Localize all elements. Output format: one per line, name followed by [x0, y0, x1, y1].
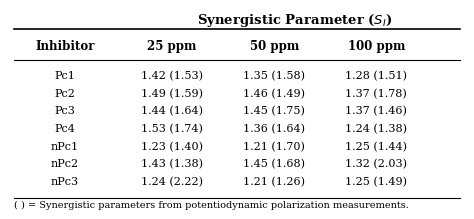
Text: 50 ppm: 50 ppm — [249, 40, 299, 53]
Text: Pc4: Pc4 — [55, 124, 75, 134]
Text: 1.44 (1.64): 1.44 (1.64) — [141, 106, 203, 117]
Text: Synergistic Parameter ($S_I$): Synergistic Parameter ($S_I$) — [197, 12, 393, 29]
Text: Pc1: Pc1 — [55, 71, 75, 81]
Text: Inhibitor: Inhibitor — [36, 40, 95, 53]
Text: 1.37 (1.78): 1.37 (1.78) — [346, 89, 407, 99]
Text: 1.24 (2.22): 1.24 (2.22) — [141, 177, 203, 187]
Text: 100 ppm: 100 ppm — [347, 40, 405, 53]
Text: Pc3: Pc3 — [55, 106, 75, 117]
Text: nPc2: nPc2 — [51, 159, 79, 169]
Text: 1.21 (1.70): 1.21 (1.70) — [243, 141, 305, 152]
Text: 1.32 (2.03): 1.32 (2.03) — [346, 159, 407, 169]
Text: 1.46 (1.49): 1.46 (1.49) — [243, 89, 305, 99]
Text: 1.45 (1.68): 1.45 (1.68) — [243, 159, 305, 169]
Text: 1.37 (1.46): 1.37 (1.46) — [346, 106, 407, 117]
Text: 1.43 (1.38): 1.43 (1.38) — [141, 159, 203, 169]
Text: 25 ppm: 25 ppm — [147, 40, 197, 53]
Text: 1.42 (1.53): 1.42 (1.53) — [141, 71, 203, 81]
Text: 1.23 (1.40): 1.23 (1.40) — [141, 141, 203, 152]
Text: 1.53 (1.74): 1.53 (1.74) — [141, 124, 203, 134]
Text: ( ) = Synergistic parameters from potentiodynamic polarization measurements.: ( ) = Synergistic parameters from potent… — [14, 201, 409, 210]
Text: 1.25 (1.44): 1.25 (1.44) — [346, 141, 407, 152]
Text: 1.28 (1.51): 1.28 (1.51) — [346, 71, 407, 81]
Text: 1.21 (1.26): 1.21 (1.26) — [243, 177, 305, 187]
Text: 1.45 (1.75): 1.45 (1.75) — [243, 106, 305, 117]
Text: nPc1: nPc1 — [51, 142, 79, 152]
Text: 1.24 (1.38): 1.24 (1.38) — [346, 124, 407, 134]
Text: 1.35 (1.58): 1.35 (1.58) — [243, 71, 305, 81]
Text: Pc2: Pc2 — [55, 89, 75, 99]
Text: 1.49 (1.59): 1.49 (1.59) — [141, 89, 203, 99]
Text: nPc3: nPc3 — [51, 177, 79, 187]
Text: 1.25 (1.49): 1.25 (1.49) — [346, 177, 407, 187]
Text: 1.36 (1.64): 1.36 (1.64) — [243, 124, 305, 134]
